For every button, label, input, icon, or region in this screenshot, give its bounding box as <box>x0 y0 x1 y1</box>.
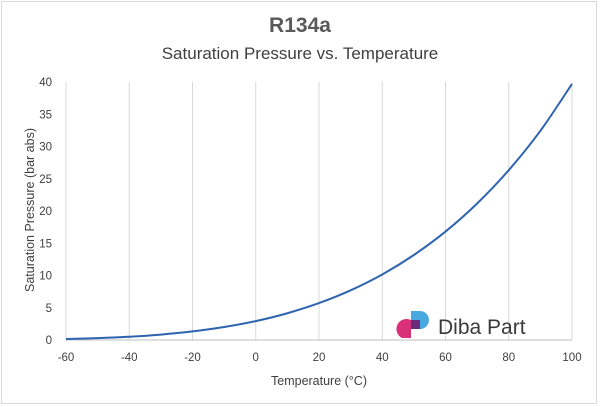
chart-subtitle: Saturation Pressure vs. Temperature <box>162 44 439 63</box>
saturation-pressure-line <box>65 83 573 340</box>
data-point-16 <box>570 81 575 86</box>
x-axis-title: Temperature (°C) <box>271 374 367 388</box>
chart-title: R134a <box>269 14 331 37</box>
x-tick-label-2: -20 <box>184 352 201 364</box>
y-tick-label-1: 5 <box>46 303 52 315</box>
x-tick-label-8: 100 <box>562 352 581 364</box>
y-tick-label-6: 30 <box>39 142 52 154</box>
grid-layer <box>65 82 573 341</box>
y-tick-label-2: 10 <box>39 271 52 283</box>
data-point-15 <box>538 128 543 133</box>
series-layer <box>64 81 575 341</box>
data-point-9 <box>348 288 353 293</box>
diba-part-logo: Diba Part <box>396 311 526 339</box>
data-point-11 <box>411 252 416 257</box>
data-point-12 <box>443 229 448 234</box>
data-point-8 <box>317 301 322 306</box>
x-tick-label-4: 20 <box>313 352 326 364</box>
tick-labels: -60 -40 -20 0 20 40 60 80 100 0 5 10 15 20 25 30 35 40 <box>39 77 581 364</box>
data-point-6 <box>253 319 258 324</box>
y-tick-label-5: 25 <box>39 174 52 186</box>
y-tick-label-8: 40 <box>39 77 52 89</box>
data-point-2 <box>127 334 132 339</box>
data-point-10 <box>380 272 385 277</box>
y-tick-label-7: 35 <box>39 109 52 121</box>
y-tick-label-3: 15 <box>39 238 52 250</box>
y-axis-title: Saturation Pressure (bar abs) <box>23 128 37 292</box>
x-tick-label-6: 60 <box>439 352 452 364</box>
data-point-4 <box>190 329 195 334</box>
x-tick-label-5: 40 <box>376 352 389 364</box>
x-tick-label-3: 0 <box>253 352 259 364</box>
data-point-0 <box>64 336 69 341</box>
data-point-1 <box>95 336 100 341</box>
x-tick-label-7: 80 <box>502 352 515 364</box>
data-point-3 <box>158 332 163 337</box>
x-tick-label-0: -60 <box>58 352 75 364</box>
data-point-14 <box>506 168 511 173</box>
data-point-7 <box>285 311 290 316</box>
y-tick-label-0: 0 <box>46 335 52 347</box>
watermark-text: Diba Part <box>438 316 526 339</box>
data-point-5 <box>222 325 227 330</box>
y-tick-label-4: 20 <box>39 206 52 218</box>
data-point-13 <box>475 201 480 206</box>
diba-part-logo-mark <box>396 311 429 338</box>
x-tick-label-1: -40 <box>121 352 138 364</box>
